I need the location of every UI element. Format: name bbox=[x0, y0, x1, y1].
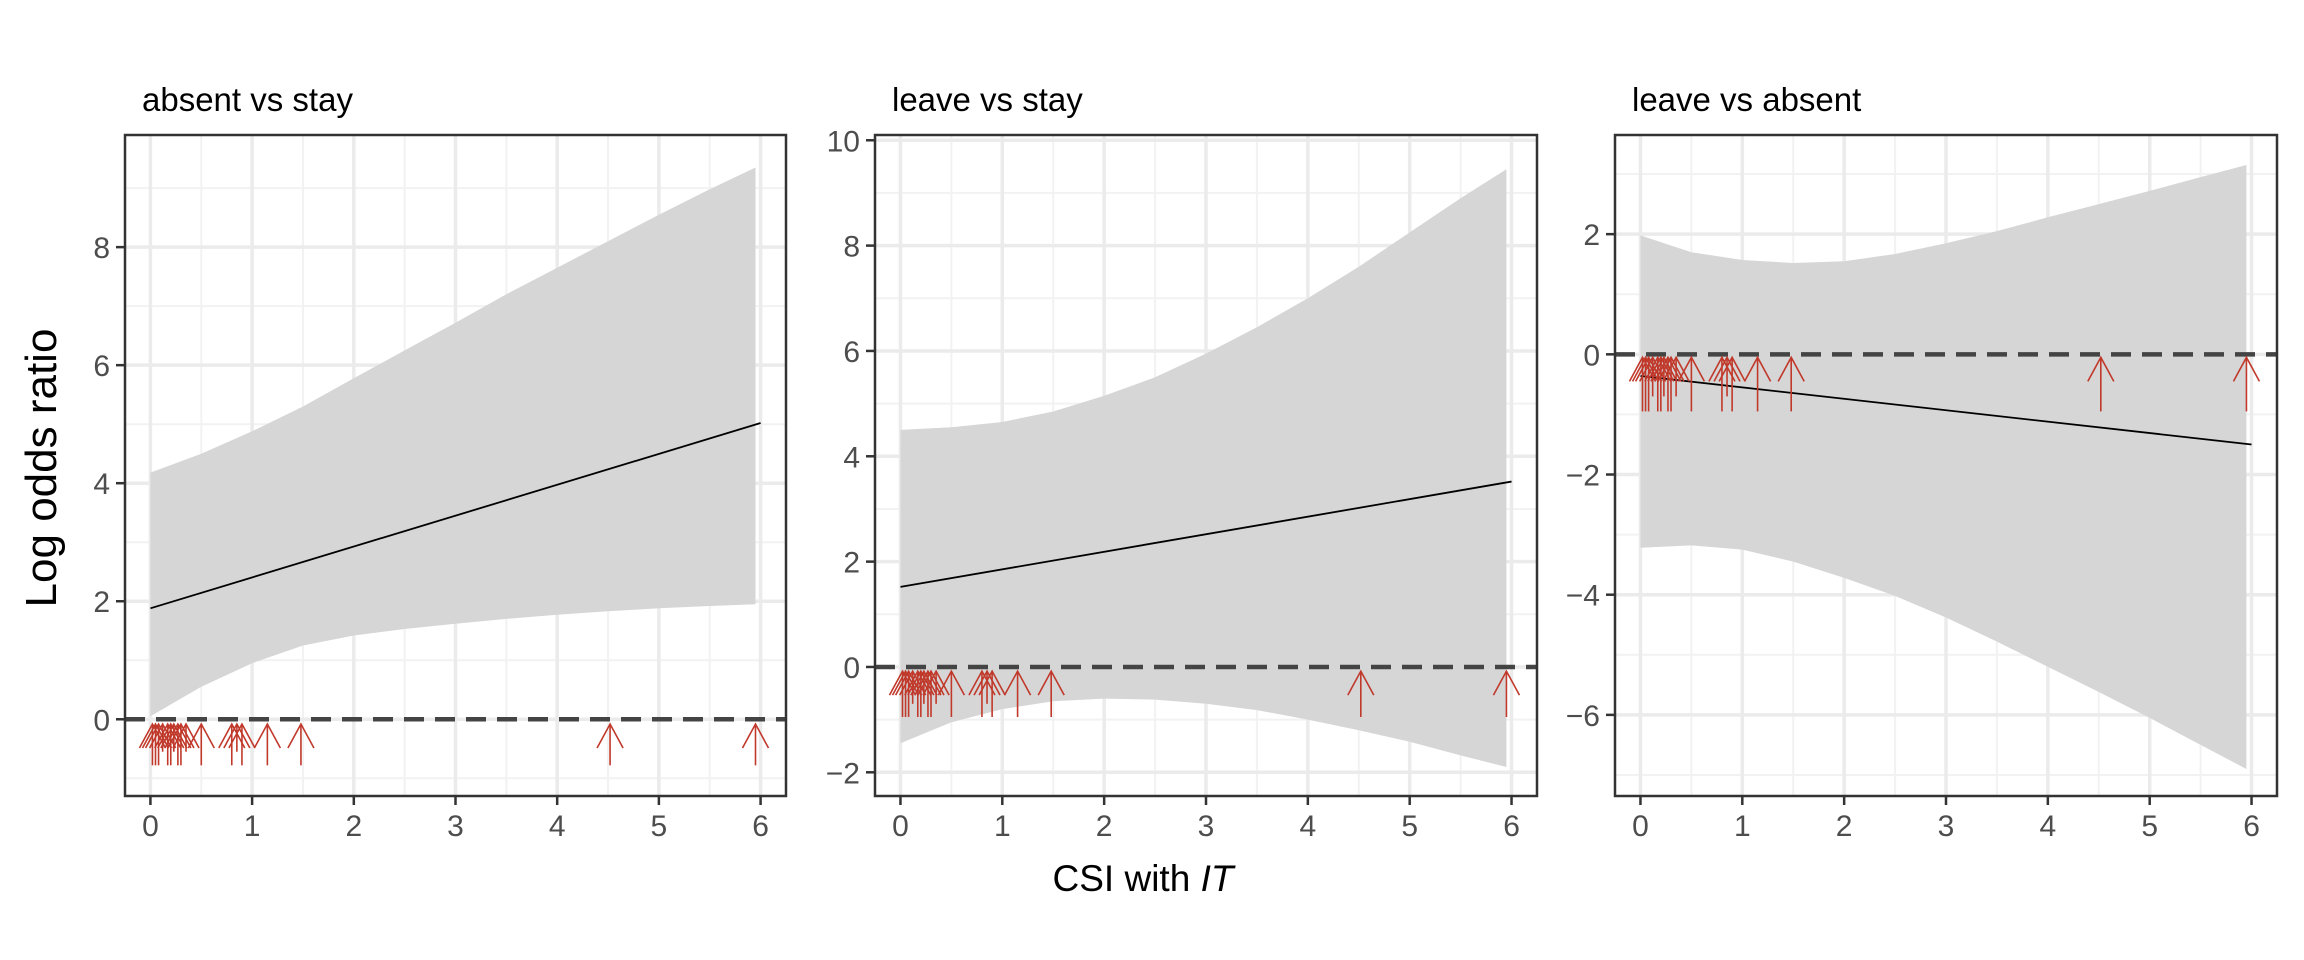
confidence-band bbox=[900, 169, 1507, 767]
x-tick-label: 0 bbox=[892, 810, 909, 843]
fit-line bbox=[150, 422, 761, 610]
x-tick-label: 0 bbox=[1632, 810, 1649, 843]
arrow-marker bbox=[1713, 355, 1741, 397]
y-tick-label: 10 bbox=[827, 125, 860, 158]
arrow-marker bbox=[167, 722, 195, 766]
x-tick-label: 6 bbox=[2243, 810, 2260, 843]
x-tick-label: 4 bbox=[1300, 810, 1317, 843]
y-axis-title: Log odds ratio bbox=[17, 329, 66, 608]
arrow-marker bbox=[253, 722, 282, 766]
y-tick-label: −6 bbox=[1566, 700, 1600, 733]
y-tick-label: 2 bbox=[843, 547, 860, 580]
arrow-marker bbox=[968, 669, 996, 717]
x-tick-label: 4 bbox=[2040, 810, 2057, 843]
x-tick-label: 3 bbox=[1198, 810, 1215, 843]
arrow-marker bbox=[1662, 355, 1690, 397]
y-tick-label: −4 bbox=[1566, 580, 1600, 613]
arrow-marker bbox=[1631, 355, 1660, 412]
y-tick-label: 0 bbox=[93, 704, 110, 737]
x-tick-label: 0 bbox=[142, 810, 159, 843]
x-tick-label: 4 bbox=[549, 810, 566, 843]
x-tick-label: 3 bbox=[1938, 810, 1955, 843]
arrow-marker bbox=[973, 669, 1001, 704]
arrow-marker bbox=[2232, 355, 2261, 412]
x-tick-label: 1 bbox=[244, 810, 261, 843]
arrow-marker bbox=[187, 722, 215, 766]
arrow-marker bbox=[937, 669, 966, 717]
panel-title: leave vs absent bbox=[1632, 81, 1861, 118]
arrow-marker bbox=[888, 669, 917, 717]
arrow-marker bbox=[741, 722, 770, 766]
arrow-marker bbox=[223, 722, 251, 752]
arrow-marker bbox=[1347, 669, 1375, 717]
arrow-marker bbox=[917, 669, 945, 717]
y-tick-label: 8 bbox=[843, 231, 860, 264]
x-tick-label: 1 bbox=[994, 810, 1011, 843]
arrow-marker bbox=[1743, 355, 1772, 412]
x-axis-title: CSI with IT bbox=[1053, 858, 1236, 899]
panel-1: 0 1 2 3 4 5 6 0 2 4 6 8 absent vs stay bbox=[93, 81, 788, 843]
y-tick-label: 0 bbox=[843, 652, 860, 685]
arrow-marker bbox=[218, 722, 246, 766]
arrow-marker bbox=[907, 669, 935, 717]
confidence-band bbox=[1640, 165, 2247, 769]
x-tick-label: 6 bbox=[752, 810, 769, 843]
y-tick-label: 4 bbox=[843, 441, 860, 474]
arrow-marker bbox=[228, 722, 256, 766]
panel-title: absent vs stay bbox=[142, 81, 353, 118]
arrow-marker bbox=[978, 669, 1006, 717]
panel-3: 0 1 2 3 4 5 6 −6 −4 −2 0 2 leave vs absent bbox=[1566, 81, 2279, 843]
arrow-marker bbox=[1718, 355, 1746, 412]
x-axis-title-plain: CSI with bbox=[1053, 858, 1201, 899]
x-tick-label: 1 bbox=[1734, 810, 1751, 843]
arrow-marker bbox=[2087, 355, 2115, 412]
y-tick-label: 6 bbox=[843, 336, 860, 369]
arrow-marker bbox=[596, 722, 624, 766]
arrow-marker bbox=[1492, 669, 1521, 717]
x-tick-label: 2 bbox=[1096, 810, 1113, 843]
arrow-marker bbox=[1644, 355, 1672, 412]
x-tick-label: 5 bbox=[1401, 810, 1418, 843]
arrow-marker bbox=[1628, 355, 1657, 412]
arrow-marker bbox=[1677, 355, 1706, 412]
confidence-band bbox=[150, 167, 756, 717]
arrow-marker bbox=[172, 722, 200, 752]
x-tick-label: 2 bbox=[345, 810, 362, 843]
arrow-marker bbox=[287, 722, 315, 766]
y-tick-label: 4 bbox=[93, 468, 110, 501]
x-tick-label: 5 bbox=[651, 810, 668, 843]
arrow-marker bbox=[910, 669, 938, 704]
y-tick-label: 2 bbox=[93, 586, 110, 619]
y-tick-label: 8 bbox=[93, 232, 110, 265]
panels: 0 1 2 3 4 5 6 0 2 4 6 8 absent vs stay 0 1 2 3 4 5 6 −2 0 2 4 6 8… bbox=[93, 81, 2279, 843]
x-tick-label: 3 bbox=[447, 810, 464, 843]
fit-line bbox=[1640, 375, 2252, 446]
arrow-marker bbox=[1003, 669, 1032, 717]
y-tick-label: 2 bbox=[1583, 219, 1600, 252]
x-axis-title-italic: IT bbox=[1201, 858, 1236, 899]
y-tick-label: −2 bbox=[826, 757, 860, 790]
arrow-marker bbox=[1647, 355, 1675, 412]
arrow-marker bbox=[1777, 355, 1805, 412]
arrow-marker bbox=[922, 669, 950, 704]
fit-line bbox=[900, 480, 1512, 588]
y-tick-label: −2 bbox=[1566, 460, 1600, 493]
x-tick-label: 6 bbox=[1503, 810, 1520, 843]
x-tick-label: 5 bbox=[2141, 810, 2158, 843]
x-tick-label: 2 bbox=[1836, 810, 1853, 843]
panel-2: 0 1 2 3 4 5 6 −2 0 2 4 6 8 10 leave vs stay bbox=[826, 81, 1539, 843]
panel-title: leave vs stay bbox=[892, 81, 1083, 118]
y-tick-label: 6 bbox=[93, 350, 110, 383]
y-tick-label: 0 bbox=[1583, 339, 1600, 372]
arrow-marker bbox=[1037, 669, 1065, 717]
